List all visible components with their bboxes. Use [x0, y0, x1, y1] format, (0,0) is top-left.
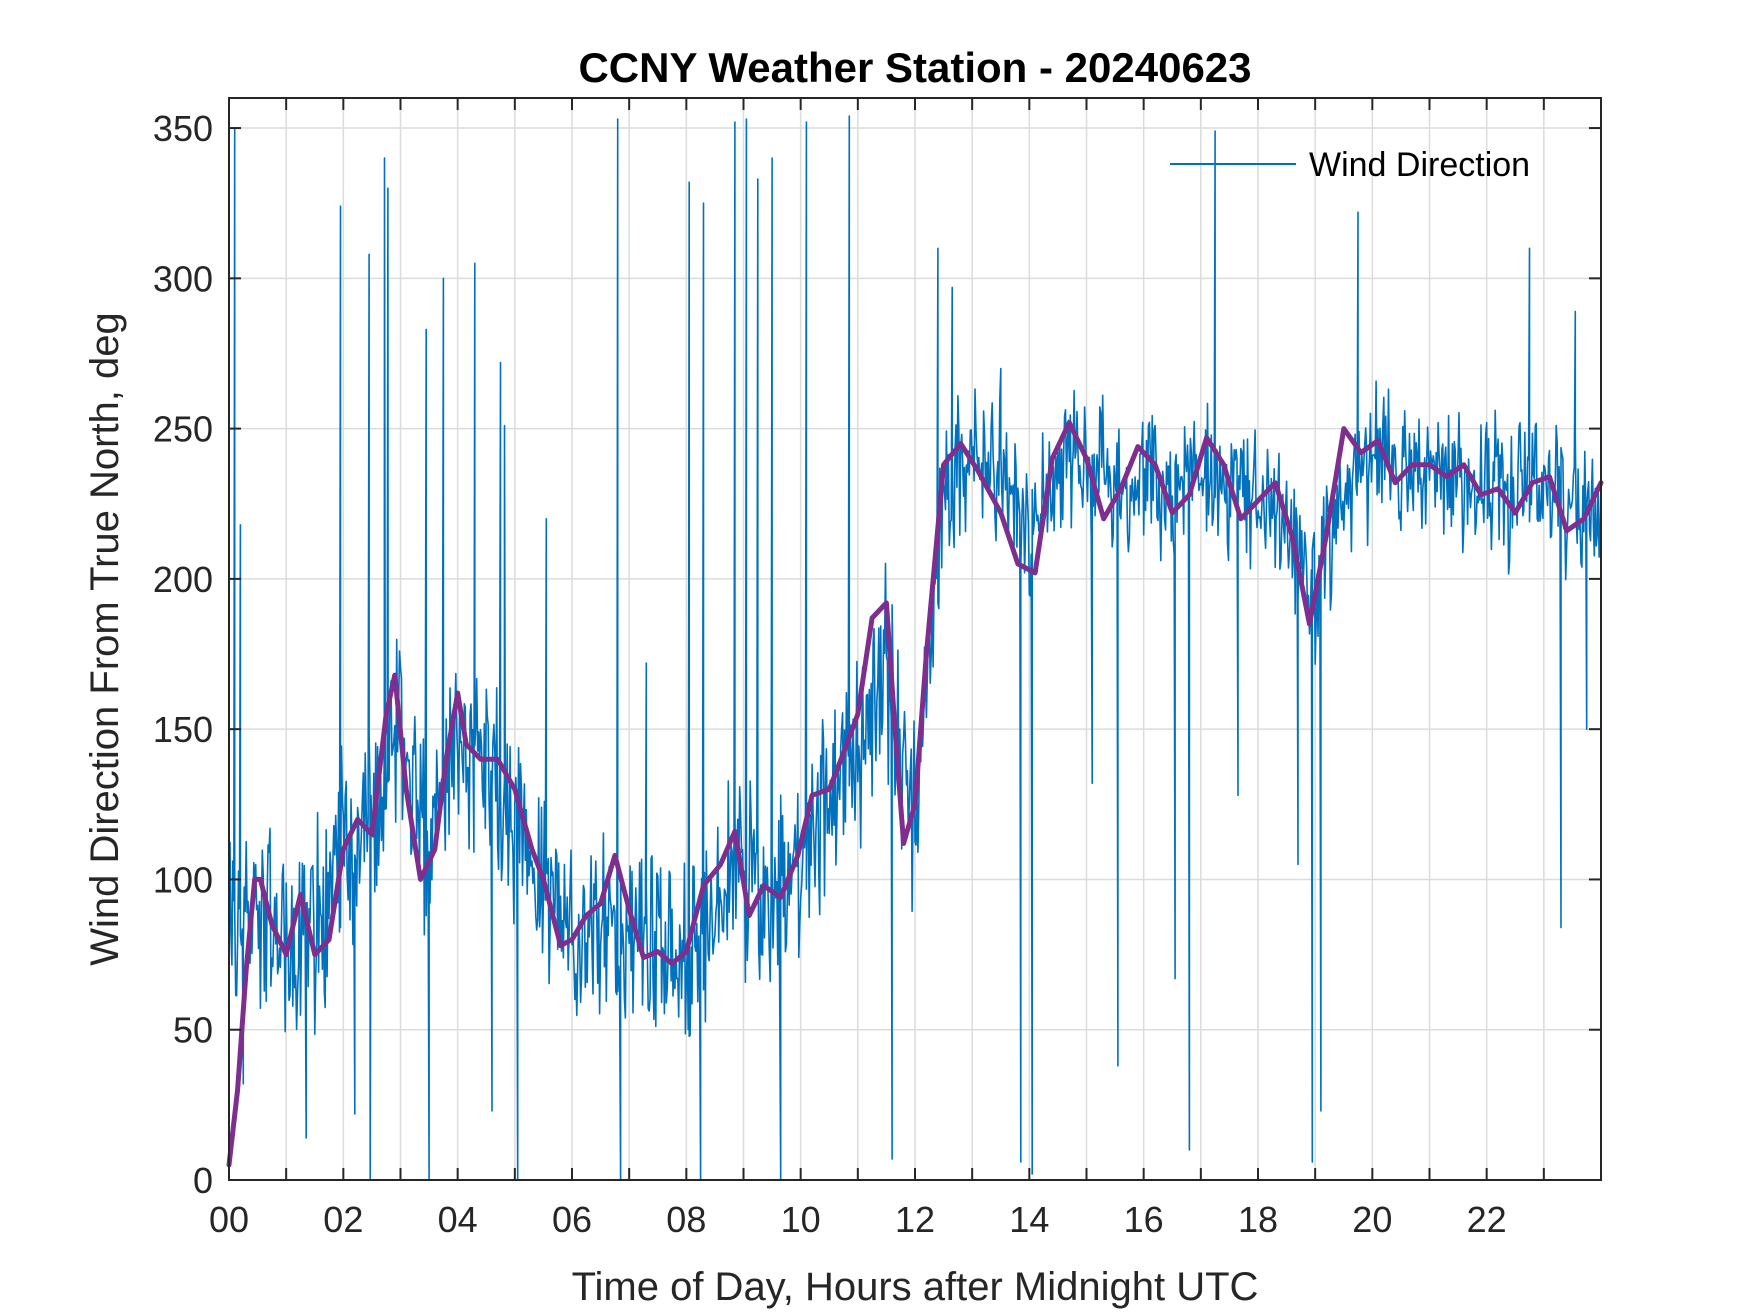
y-axis-ticks: 0 50 100 150 200 250 300 350: [153, 108, 1601, 1201]
y-tick-label: 50: [173, 1010, 213, 1051]
legend: Wind Direction: [1170, 146, 1530, 184]
x-tick-label: 00: [209, 1199, 249, 1240]
legend-label-wind-direction: Wind Direction: [1309, 146, 1530, 184]
y-tick-label: 350: [153, 108, 213, 149]
y-tick-label: 150: [153, 709, 213, 750]
y-tick-label: 300: [153, 258, 213, 299]
x-axis-label: Time of Day, Hours after Midnight UTC: [572, 1265, 1259, 1309]
x-tick-label: 16: [1124, 1199, 1164, 1240]
x-tick-label: 08: [666, 1199, 706, 1240]
y-tick-label: 200: [153, 559, 213, 600]
x-axis-ticks: 00 02 04 06 08 10 12 14 16 18 20 22: [209, 98, 1602, 1240]
x-tick-label: 12: [895, 1199, 935, 1240]
x-tick-label: 10: [781, 1199, 821, 1240]
x-tick-label: 18: [1238, 1199, 1278, 1240]
chart-title: CCNY Weather Station - 20240623: [578, 44, 1251, 91]
y-tick-label: 100: [153, 859, 213, 900]
x-tick-label: 20: [1352, 1199, 1392, 1240]
y-axis-label: Wind Direction From True North, deg: [83, 312, 127, 966]
series-layer: [226, 115, 1604, 1181]
series-moving-average-line: [226, 420, 1604, 1168]
x-tick-label: 04: [438, 1199, 478, 1240]
x-tick-label: 02: [323, 1199, 363, 1240]
horizontal-gridlines: [229, 127, 1601, 1031]
x-tick-label: 14: [1009, 1199, 1049, 1240]
y-tick-label: 0: [193, 1160, 213, 1201]
x-tick-label: 22: [1467, 1199, 1507, 1240]
y-tick-label: 250: [153, 409, 213, 450]
x-tick-label: 06: [552, 1199, 592, 1240]
